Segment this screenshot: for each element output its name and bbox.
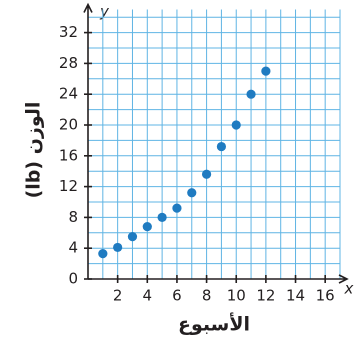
y-tick-label: 20 — [59, 116, 78, 134]
x-axis — [88, 274, 349, 284]
point — [98, 248, 108, 259]
point — [216, 141, 227, 152]
x-tick-label: 14 — [286, 287, 305, 305]
x-tick-label: 8 — [202, 287, 212, 305]
x-tick-label: 12 — [256, 287, 275, 305]
y-axis-letter: y — [99, 3, 110, 21]
y-tick-label: 8 — [68, 208, 78, 226]
point — [172, 203, 182, 213]
x-tick-label: 16 — [316, 287, 335, 305]
point — [201, 169, 212, 179]
x-tick-label: 6 — [172, 287, 182, 305]
point — [113, 242, 123, 253]
y-tick-label: 32 — [59, 23, 78, 41]
y-axis — [83, 2, 93, 279]
point — [157, 212, 167, 222]
y-axis-title: الوزن (lb) — [23, 102, 45, 199]
point — [127, 232, 138, 242]
y-tick-label: 4 — [68, 239, 78, 257]
x-tick-label: 2 — [113, 287, 123, 305]
x-tick-label: 4 — [143, 287, 153, 305]
x-tick-label: 10 — [227, 287, 246, 305]
point — [246, 89, 256, 99]
y-tick-label: 16 — [59, 146, 78, 164]
y-tick-label: 12 — [59, 177, 78, 195]
y-tick-label: 0 — [68, 270, 78, 288]
point — [231, 120, 241, 130]
y-tick-label: 28 — [59, 54, 78, 72]
point — [261, 66, 271, 76]
x-axis-title: الأسبوع — [178, 313, 250, 336]
x-axis-letter: x — [344, 280, 354, 298]
point — [187, 188, 197, 198]
point — [142, 222, 152, 232]
y-tick-label: 24 — [59, 85, 78, 103]
